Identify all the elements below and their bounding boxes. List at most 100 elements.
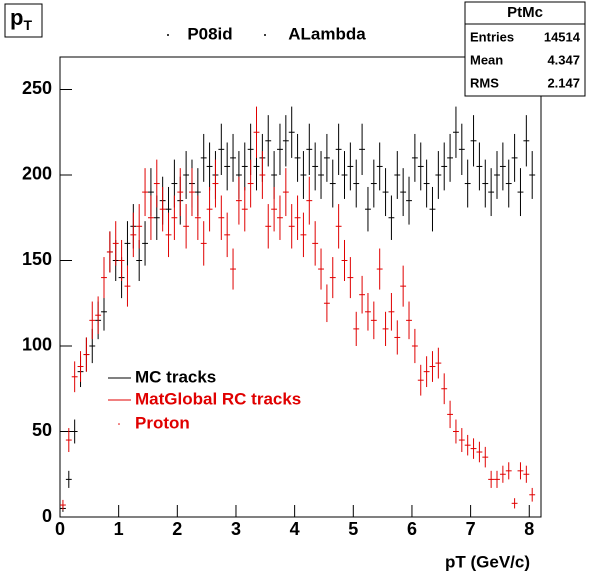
y-tick-label: 0	[42, 506, 52, 526]
data-point	[329, 159, 336, 208]
data-point	[476, 441, 483, 463]
data-point	[65, 470, 72, 488]
data-point	[294, 195, 301, 240]
data-point	[177, 168, 184, 217]
data-point	[142, 168, 148, 217]
data-point	[259, 151, 266, 199]
data-point	[376, 142, 383, 191]
data-point	[482, 159, 489, 208]
data-point	[288, 204, 295, 249]
data-point	[511, 498, 518, 509]
data-point	[118, 239, 125, 282]
data-point	[400, 265, 407, 307]
data-point	[353, 159, 360, 208]
data-point	[376, 248, 383, 290]
title-part: ALambda	[288, 24, 366, 43]
legend-label: MC tracks	[135, 367, 216, 386]
data-point	[83, 337, 90, 372]
data-point	[435, 347, 442, 379]
data-point	[499, 465, 506, 483]
data-point	[494, 151, 500, 199]
data-point	[388, 292, 395, 331]
stats-value: 14514	[544, 29, 581, 44]
data-point	[441, 373, 448, 405]
title-part: P08id	[187, 24, 232, 43]
data-point	[494, 470, 500, 488]
title-marker	[264, 34, 266, 36]
data-point	[147, 195, 154, 240]
data-point	[241, 186, 248, 232]
data-point	[95, 296, 102, 335]
data-point	[517, 168, 524, 217]
data-point	[529, 151, 536, 199]
data-point	[124, 265, 131, 307]
data-point	[382, 168, 389, 217]
data-point	[306, 176, 313, 225]
data-point	[370, 159, 377, 208]
data-point	[482, 446, 489, 468]
data-point	[458, 428, 465, 453]
x-tick-label: 7	[466, 519, 476, 539]
data-point	[218, 123, 225, 175]
data-point	[165, 212, 172, 258]
stats-rows: Entries 14514 Mean 4.347 RMS 2.147	[470, 29, 581, 90]
data-point	[183, 151, 190, 199]
data-point	[288, 106, 295, 158]
data-point	[171, 195, 178, 240]
data-point	[136, 204, 143, 249]
x-tick-label: 0	[55, 519, 65, 539]
data-point	[60, 499, 66, 511]
data-point	[347, 257, 354, 299]
data-point	[335, 204, 342, 249]
x-tick-label: 6	[407, 519, 417, 539]
data-point	[306, 123, 313, 175]
data-point	[277, 123, 283, 175]
data-point	[300, 151, 307, 199]
data-point	[112, 221, 119, 266]
data-point	[417, 364, 424, 396]
data-point	[423, 159, 430, 208]
data-point	[394, 151, 401, 199]
data-point	[271, 186, 278, 232]
data-point	[406, 176, 412, 225]
data-point	[89, 301, 96, 340]
corner-label-sub: T	[23, 17, 32, 33]
data-point	[353, 311, 360, 346]
data-point	[230, 133, 236, 182]
y-tick-label: 100	[22, 335, 52, 355]
data-point	[499, 142, 506, 191]
stats-title: PtMc	[507, 4, 543, 21]
data-point	[200, 133, 207, 182]
data-point	[282, 168, 289, 217]
data-point	[218, 195, 225, 240]
data-point	[265, 115, 272, 167]
y-tick-label: 150	[22, 249, 52, 269]
data-point	[476, 142, 483, 191]
data-point	[470, 115, 477, 167]
data-point	[505, 159, 512, 208]
data-point	[153, 159, 160, 208]
data-point	[124, 221, 131, 266]
data-point	[388, 195, 395, 240]
corner-label-main: p	[10, 5, 23, 30]
data-point	[318, 151, 324, 199]
plot-layer: 0 50 100 150 200 250 0 1 2 3 4 5 6 7 8 MC tracks MatGlob…	[22, 78, 536, 539]
data-point	[411, 133, 418, 182]
data-point	[329, 257, 336, 299]
data-point	[365, 292, 371, 331]
data-point	[470, 438, 477, 459]
data-point	[247, 159, 254, 208]
data-point	[505, 462, 512, 480]
data-point	[71, 361, 78, 393]
data-point	[65, 428, 72, 453]
plot-frame	[59, 56, 542, 518]
data-point	[417, 142, 424, 191]
x-tick-label: 3	[231, 519, 241, 539]
data-point	[206, 142, 213, 191]
data-point	[529, 487, 536, 502]
data-point	[447, 133, 454, 182]
y-tick-label: 50	[32, 420, 52, 440]
data-point	[230, 248, 236, 290]
data-point	[382, 311, 389, 346]
data-point	[441, 142, 448, 191]
